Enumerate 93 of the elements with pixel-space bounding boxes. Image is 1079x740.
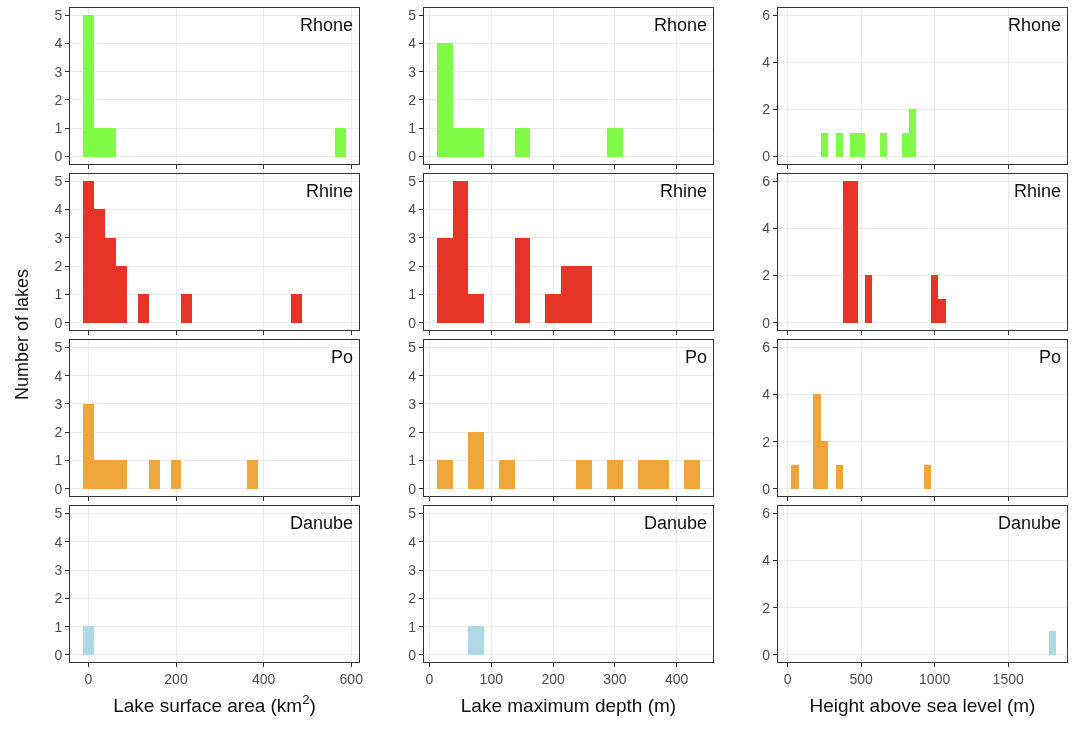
y-tick-label: 3 — [54, 229, 63, 246]
y-tick-label: 0 — [408, 148, 417, 165]
y-tick-label: 4 — [408, 367, 417, 384]
y-tick-label: 2 — [408, 91, 417, 108]
x-tick-label: 200 — [164, 670, 188, 687]
y-tick-label: 0 — [762, 314, 771, 331]
y-tick-label: 3 — [408, 229, 417, 246]
y-tick-label: 1 — [54, 452, 63, 469]
x-axis-title: Lake maximum depth (m) — [460, 694, 677, 716]
y-tick-label: 3 — [54, 63, 63, 80]
y-tick-label: 4 — [762, 552, 771, 569]
x-tick-label: 1000 — [919, 670, 951, 687]
y-tick-label: 3 — [408, 395, 417, 412]
x-tick-label: 400 — [664, 670, 689, 687]
y-tick-label: 0 — [54, 148, 63, 165]
y-tick-label: 1 — [408, 618, 417, 635]
y-tick-label: 1 — [408, 286, 417, 303]
y-tick-label: 5 — [408, 6, 417, 23]
annotation: Rhine — [1014, 181, 1062, 201]
x-tick-label: 100 — [479, 670, 504, 687]
y-tick-label: 4 — [762, 54, 771, 71]
y-tick-label: 0 — [54, 646, 63, 663]
y-tick-label: 4 — [54, 367, 63, 384]
y-tick-label: 2 — [408, 258, 417, 274]
y-tick-label: 0 — [762, 646, 771, 663]
y-tick-label: 5 — [54, 505, 63, 522]
y-tick-label: 4 — [408, 201, 417, 218]
y-tick-label: 1 — [54, 286, 63, 303]
y-tick-label: 1 — [408, 120, 417, 137]
x-tick-label: 0 — [84, 670, 93, 687]
y-tick-label: 4 — [762, 220, 771, 237]
y-tick-label: 4 — [762, 386, 771, 403]
y-tick-label: 2 — [408, 590, 417, 607]
y-tick-label: 2 — [54, 590, 63, 607]
annotation: Rhone — [1008, 15, 1062, 35]
annotation: Rhone — [654, 15, 708, 35]
y-tick-label: 4 — [54, 201, 63, 218]
y-tick-label: 0 — [54, 480, 63, 497]
y-tick-label: 0 — [408, 646, 417, 663]
x-tick-label: 1500 — [992, 670, 1024, 687]
y-tick-label: 2 — [762, 267, 771, 284]
x-tick-label: 300 — [603, 670, 627, 687]
annotation: Po — [685, 347, 708, 367]
y-tick-label: 4 — [54, 533, 63, 550]
y-tick-label: 2 — [762, 599, 771, 616]
annotation: Po — [1039, 347, 1062, 367]
annotation: Rhone — [300, 15, 354, 35]
y-tick-label: 0 — [54, 314, 63, 331]
annotation: Rhine — [306, 181, 354, 201]
x-tick-label: 0 — [783, 670, 792, 687]
y-tick-label: 5 — [408, 339, 417, 356]
x-tick-label: 200 — [541, 670, 565, 687]
annotation: Danube — [290, 513, 354, 533]
x-axis-title: Lake surface area (km$^{2}$) — [113, 691, 316, 716]
y-tick-label: 1 — [54, 618, 63, 635]
y-axis-title: Number of lakes — [12, 268, 32, 400]
y-tick-label: 0 — [408, 314, 417, 331]
y-tick-label: 0 — [762, 480, 771, 497]
y-tick-label: 2 — [762, 433, 771, 450]
y-tick-label: 3 — [54, 395, 63, 412]
y-tick-label: 2 — [408, 424, 417, 441]
y-tick-label: 5 — [54, 339, 63, 356]
y-tick-label: 5 — [408, 505, 417, 522]
y-tick-label: 2 — [54, 424, 63, 441]
annotation: Rhine — [660, 181, 708, 201]
y-tick-label: 6 — [762, 6, 771, 23]
y-tick-label: 6 — [762, 339, 771, 356]
y-tick-label: 4 — [408, 35, 417, 52]
y-tick-label: 2 — [54, 91, 63, 108]
y-tick-label: 2 — [54, 258, 63, 274]
x-tick-label: 600 — [339, 670, 364, 687]
y-tick-label: 5 — [408, 173, 417, 190]
annotation: Danube — [644, 513, 708, 533]
x-tick-label: 0 — [425, 670, 434, 687]
x-axis-title: Height above sea level (m) — [809, 694, 1036, 716]
y-tick-label: 4 — [54, 35, 63, 52]
y-tick-label: 2 — [762, 101, 771, 118]
y-tick-label: 0 — [762, 148, 771, 165]
y-tick-label: 3 — [408, 63, 417, 80]
y-tick-label: 4 — [408, 533, 417, 550]
y-tick-label: 1 — [54, 120, 63, 137]
annotation: Po — [331, 347, 354, 367]
x-tick-label: 500 — [849, 670, 873, 687]
y-tick-label: 6 — [762, 173, 771, 190]
y-tick-label: 6 — [762, 505, 771, 522]
y-tick-label: 3 — [54, 561, 63, 578]
y-tick-label: 3 — [408, 561, 417, 578]
y-tick-label: 5 — [54, 173, 63, 190]
y-tick-label: 1 — [408, 452, 417, 469]
y-tick-label: 0 — [408, 480, 417, 497]
annotation: Danube — [998, 513, 1062, 533]
y-tick-label: 5 — [54, 6, 63, 23]
x-tick-label: 400 — [251, 670, 276, 687]
